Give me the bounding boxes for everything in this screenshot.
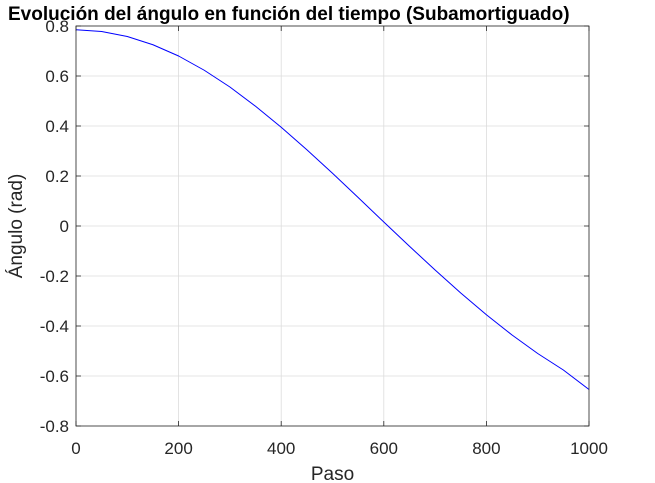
y-tick-label: -0.4	[40, 317, 69, 336]
x-tick-label: 200	[164, 439, 192, 458]
x-tick-label: 0	[71, 439, 80, 458]
chart-title: Evolución del ángulo en función del tiem…	[8, 4, 570, 25]
y-tick-label: 0.2	[45, 167, 69, 186]
x-axis-label: Paso	[311, 464, 354, 483]
y-axis-label: Ángulo (rad)	[6, 174, 27, 279]
y-tick-label: 0.6	[45, 67, 69, 86]
x-tick-label: 400	[267, 439, 295, 458]
y-tick-label: 0.4	[45, 117, 69, 136]
y-tick-label: -0.6	[40, 367, 69, 386]
x-tick-label: 800	[472, 439, 500, 458]
y-tick-label: -0.2	[40, 267, 69, 286]
series-layer	[75, 29, 590, 390]
x-tick-label: 1000	[570, 439, 608, 458]
ticks: 0 200 400 600 800 1000 0.8 0.6 0.4 0.2 0 -0.2 -0.4 -0…	[40, 17, 608, 458]
x-tick-label: 600	[370, 439, 398, 458]
y-tick-label: -0.8	[40, 417, 69, 436]
y-tick-label: 0.8	[45, 17, 69, 36]
series-line	[75, 29, 590, 390]
y-tick-label: 0	[60, 217, 69, 236]
